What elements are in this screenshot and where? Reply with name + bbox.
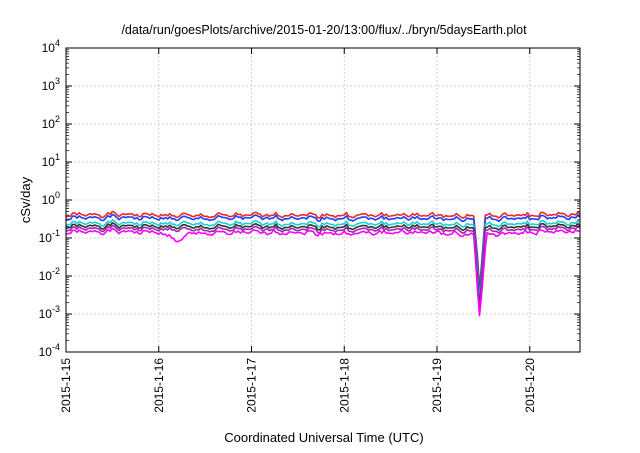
series-line <box>65 222 581 309</box>
chart-title: /data/run/goesPlots/archive/2015-01-20/1… <box>121 23 527 37</box>
series-line <box>65 227 581 317</box>
x-tick-label: 2015-1-16 <box>152 358 166 413</box>
y-axis-label: cSv/day <box>18 176 33 223</box>
series-line <box>65 219 581 304</box>
series-layer <box>65 210 581 317</box>
y-tick-label: 101 <box>42 152 60 169</box>
x-tick-label: 2015-1-19 <box>430 358 444 413</box>
y-tick-label: 10-3 <box>39 304 60 321</box>
x-tick-label: 2015-1-15 <box>59 358 73 413</box>
x-axis-label: Coordinated Universal Time (UTC) <box>224 430 423 445</box>
y-tick-label: 104 <box>42 38 60 55</box>
y-tick-label: 10-1 <box>39 228 60 245</box>
grid <box>66 48 580 352</box>
y-tick-label: 103 <box>42 76 60 93</box>
y-axis-label-group: cSv/day <box>18 176 33 223</box>
x-tick-label: 2015-1-17 <box>245 358 259 413</box>
series-line <box>65 213 581 297</box>
x-tick-label: 2015-1-18 <box>337 358 351 413</box>
series-line <box>65 224 581 312</box>
y-tick-label: 10-4 <box>39 342 60 359</box>
y-tick-label: 10-2 <box>39 266 60 283</box>
x-tick-label: 2015-1-20 <box>523 358 537 413</box>
y-tick-label: 102 <box>42 114 60 131</box>
series-line <box>65 210 581 289</box>
y-tick-label: 100 <box>42 190 60 207</box>
ticks: 10-4 10-3 10-2 10-1 100 101 102 103 104 2015-1-15… <box>39 38 580 413</box>
